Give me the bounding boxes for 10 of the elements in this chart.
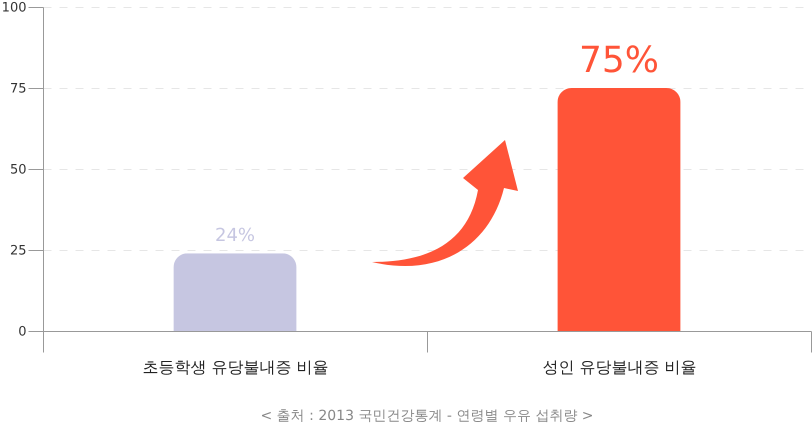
x-tick-label: 초등학생 유당불내증 비율 [142, 358, 329, 376]
x-tick-label: 성인 유당불내증 비율 [542, 358, 697, 376]
data-label: 75% [578, 40, 660, 81]
y-tick-label: 0 [18, 324, 26, 340]
data-label: 24% [214, 225, 256, 246]
text: < 출처 : 2013 국민건강통계 - 연령별 우유 섭취량 > [260, 408, 594, 424]
y-tick-label: 25 [10, 244, 26, 258]
y-tick-label: 100 [2, 0, 26, 16]
y-tick-label: 50 [10, 162, 26, 178]
y-tick-label: 75 [10, 82, 26, 96]
